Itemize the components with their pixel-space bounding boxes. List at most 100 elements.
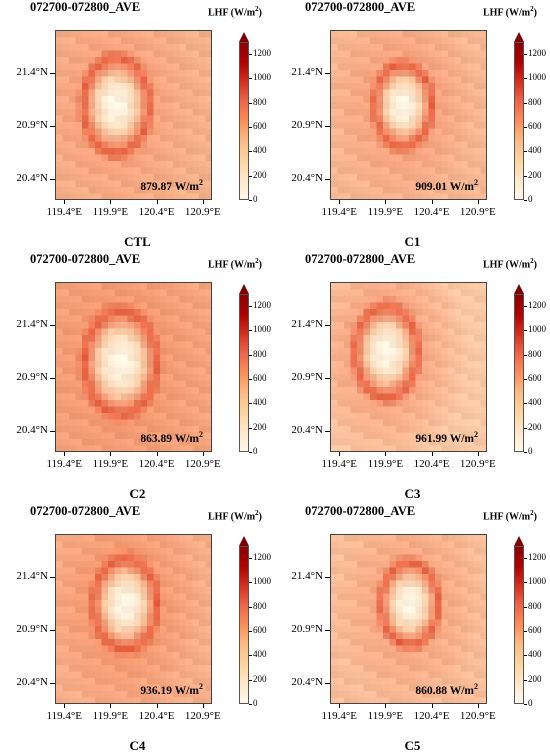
heat-cell [389,567,397,575]
heat-cell [62,322,70,330]
heat-cell [108,665,116,673]
heat-cell [389,426,397,434]
heat-cell [127,367,135,375]
heat-cell [134,148,142,156]
heatmap-map: 860.88 W/m2 [330,534,487,704]
heat-cell [331,400,339,408]
heat-cell [389,44,397,52]
heat-cell [363,393,371,401]
heat-cell [127,31,135,39]
heat-cell [166,684,174,692]
heat-cell [402,115,410,123]
heat-cell [409,102,417,110]
heat-cell [454,445,462,451]
heat-cell [480,671,486,679]
heat-cell [350,193,358,199]
heat-cell [363,44,371,52]
heat-cell [428,283,436,291]
heat-cell [376,419,384,427]
heat-cell [160,102,168,110]
heat-cell [370,148,378,156]
heat-cell [428,697,436,703]
heat-cell [474,283,482,291]
heat-cell [383,587,391,595]
heat-cell [205,561,211,569]
heat-cell [383,632,391,640]
heat-cell [101,180,109,188]
heat-cell [82,302,90,310]
heat-cell [114,419,122,427]
heat-cell [140,322,148,330]
heat-cell [173,626,181,634]
heat-cell [173,658,181,666]
heat-cell [422,283,430,291]
heat-cell [402,580,410,588]
heat-cell [337,374,345,382]
heat-cell [383,109,391,117]
heat-cell [461,400,469,408]
heat-cell [179,37,187,45]
x-tick-label: 120.4°E [413,206,450,218]
heat-cell [435,561,443,569]
heat-cell [422,439,430,447]
heat-cell [147,593,155,601]
heat-cell [409,684,417,692]
heat-cell [467,161,475,169]
y-tick-mark [325,430,330,432]
heat-cell [428,315,436,323]
heat-cell [101,587,109,595]
heat-cell [75,154,83,162]
heat-cell [166,135,174,143]
heat-cell [461,37,469,45]
heat-cell [140,419,148,427]
heat-cell [350,626,358,634]
heat-cell [461,445,469,451]
heat-cell [75,613,83,621]
heat-cell [441,600,449,608]
heat-cell [173,367,181,375]
heat-cell [461,619,469,627]
heat-cell [370,678,378,686]
heat-cell [121,400,129,408]
colorbar-tick-label: 800 [253,96,267,107]
heat-cell [134,691,142,699]
heat-cell [396,154,404,162]
heat-cell [114,697,122,703]
heatmap-map: 879.87 W/m2 [55,30,212,200]
heat-cell [127,122,135,130]
heat-cell [448,348,456,356]
heat-cell [199,102,207,110]
heat-cell [383,83,391,91]
heat-cell [82,76,90,84]
heat-cell [441,135,449,143]
heat-cell [88,115,96,123]
heat-cell [69,322,77,330]
heat-cell [474,600,482,608]
heat-cell [415,141,423,149]
heat-cell [350,684,358,692]
mean-value-text: 961.99 W/m [415,433,474,445]
heat-cell [422,128,430,136]
heat-cell [166,587,174,595]
heat-cell [179,283,187,291]
heat-cell [192,439,200,447]
heat-cell [396,83,404,91]
heat-cell [82,341,90,349]
heat-cell [383,296,391,304]
heat-cell [140,193,148,199]
heat-cell [101,128,109,136]
heat-cell [428,374,436,382]
heat-cell [454,50,462,58]
colorbar-tick-mark [524,704,527,705]
heat-cell [422,193,430,199]
heat-cell [415,665,423,673]
heat-cell [422,122,430,130]
heat-cell [376,606,384,614]
heat-cell [205,128,211,136]
heat-cell [179,367,187,375]
heat-cell [376,335,384,343]
heat-cell [415,432,423,440]
heat-cell [82,587,90,595]
heat-cell [69,154,77,162]
heat-cell [205,593,211,601]
